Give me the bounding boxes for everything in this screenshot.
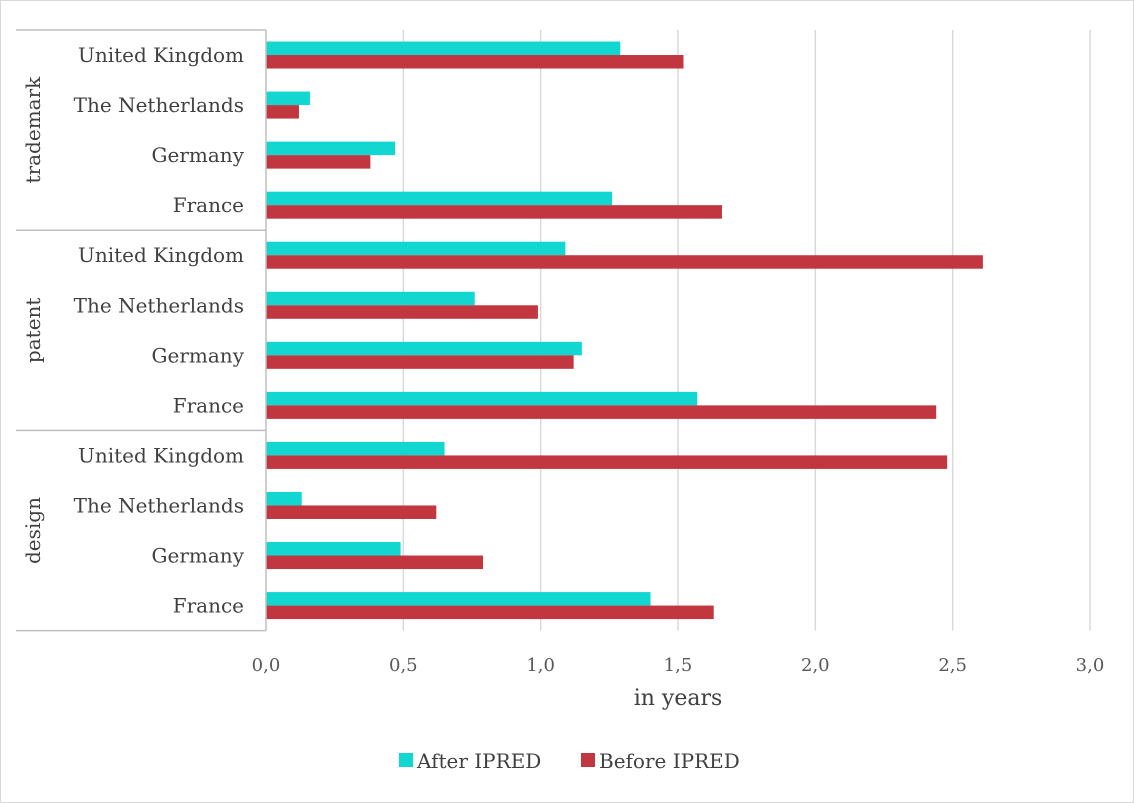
legend-label: After IPRED [416,749,541,773]
bar-before-ipred [266,505,437,519]
category-label: The Netherlands [74,493,244,517]
category-label: France [173,193,244,217]
bar-before-ipred [266,55,684,69]
x-tick-label: 0,0 [252,655,281,676]
category-label: Germany [152,343,245,367]
bar-after-ipred [266,592,651,606]
category-label: United Kingdom [78,443,244,467]
bar-before-ipred [266,455,948,469]
category-label: United Kingdom [78,43,244,67]
bar-after-ipred [266,41,621,56]
bar-before-ipred [266,555,483,570]
bar-before-ipred [266,305,538,319]
category-label: France [173,393,244,417]
bar-before-ipred [266,205,722,219]
bar-after-ipred [266,542,401,556]
x-tick-label: 1,5 [664,655,693,676]
category-label: The Netherlands [74,93,244,117]
bar-before-ipred [266,255,983,269]
x-tick-label: 3,0 [1076,655,1105,676]
group-label: trademark [21,76,45,184]
category-label: France [173,594,244,618]
x-axis-title: in years [634,686,723,711]
bar-before-ipred [266,355,574,369]
category-label: Germany [152,143,245,167]
bar-after-ipred [266,441,445,456]
group-label: design [21,497,45,564]
x-tick-label: 2,0 [801,655,830,676]
x-tick-label: 0,5 [389,655,418,676]
bar-before-ipred [266,105,299,119]
x-tick-label: 2,5 [938,655,967,676]
bar-after-ipred [266,191,613,206]
category-label: The Netherlands [74,293,244,317]
bar-after-ipred [266,341,582,356]
category-label: United Kingdom [78,243,244,267]
bar-before-ipred [266,155,371,169]
legend-swatch [399,753,413,767]
bar-before-ipred [266,605,714,620]
bar-after-ipred [266,141,396,156]
bar-after-ipred [266,391,698,406]
category-label: Germany [152,544,245,568]
bar-after-ipred [266,241,566,256]
bar-before-ipred [266,405,937,419]
bar-after-ipred [266,291,475,306]
x-tick-label: 1,0 [526,655,555,676]
bar-after-ipred [266,491,302,506]
legend-swatch [581,753,595,767]
bar-after-ipred [266,91,310,106]
legend-label: Before IPRED [599,749,740,773]
group-label: patent [21,298,45,364]
